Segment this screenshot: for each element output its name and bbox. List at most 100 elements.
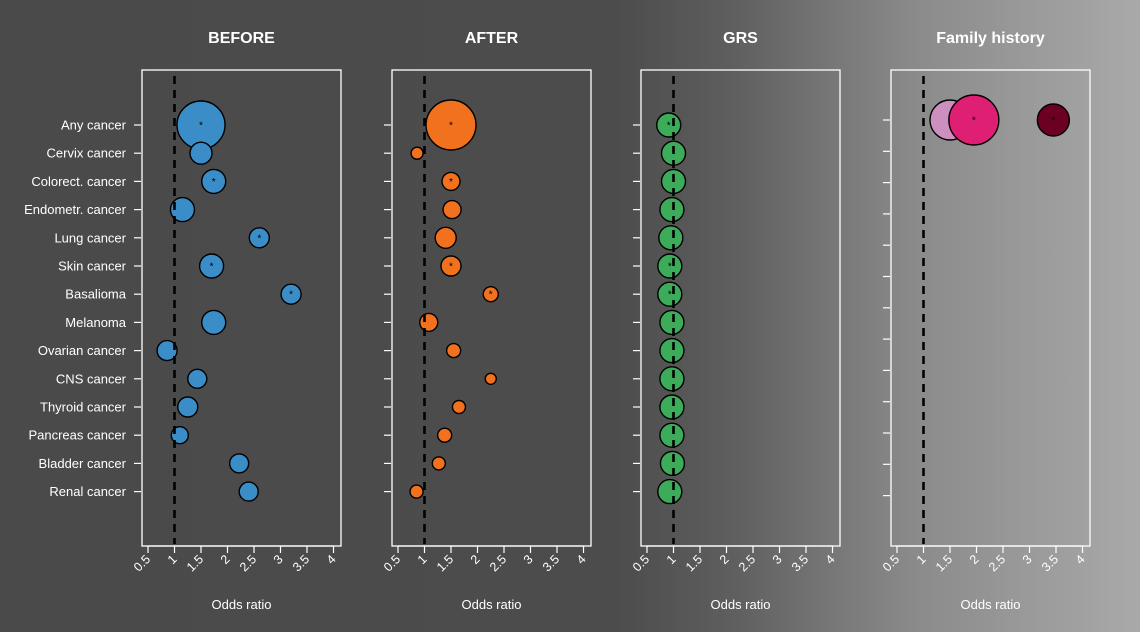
bubble-any-cancer xyxy=(425,99,477,151)
bubble-cns-cancer xyxy=(484,372,497,385)
x-tick-label: 1 xyxy=(914,552,929,567)
bubble-endometr-cancer xyxy=(169,196,196,223)
bubble-melanoma xyxy=(659,309,685,336)
x-tick-label: 1 xyxy=(664,552,679,567)
x-tick-label: 1.5 xyxy=(683,552,705,574)
significance-star: * xyxy=(668,290,672,301)
category-label: Melanoma xyxy=(65,315,126,330)
bubble-lung-cancer xyxy=(658,225,684,251)
panel-family-history: Family history 0.5 1 1.5 2 2.5 3 3.5 4 Odds ratio… xyxy=(880,30,1091,612)
x-tick-label: 3 xyxy=(271,552,286,567)
category-label: Pancreas cancer xyxy=(28,428,126,443)
category-label: CNS cancer xyxy=(56,371,127,386)
x-tick-label: 0.5 xyxy=(630,552,652,574)
bubble-ovarian-cancer xyxy=(659,337,685,364)
plot-frame xyxy=(890,69,1091,547)
bubble-ovarian-cancer xyxy=(156,339,178,362)
x-tick-label: 0.5 xyxy=(131,552,153,574)
significance-star: * xyxy=(289,290,293,301)
bubble-lung-cancer xyxy=(248,227,270,249)
x-tick-label: 4 xyxy=(1073,552,1088,567)
bubble-pancreas-cancer xyxy=(436,427,453,443)
bubble-cns-cancer xyxy=(187,368,208,389)
x-axis-label: Odds ratio xyxy=(961,597,1021,612)
bubble-skin-cancer xyxy=(657,253,683,279)
plot-frame xyxy=(141,69,342,547)
x-tick-label: 2 xyxy=(717,552,732,567)
x-tick-label: 1.5 xyxy=(933,552,955,574)
category-label: Colorect. cancer xyxy=(31,174,126,189)
category-label: Thyroid cancer xyxy=(40,400,127,415)
x-tick-label: 3.5 xyxy=(789,552,811,574)
x-tick-label: 3 xyxy=(1020,552,1035,567)
x-tick-label: 1 xyxy=(165,552,180,567)
bubble-thyroid-cancer xyxy=(177,396,199,418)
x-tick-label: 2 xyxy=(218,552,233,567)
bubble-skin-cancer xyxy=(440,255,462,277)
x-tick-label: 1.5 xyxy=(434,552,456,574)
panel-title: BEFORE xyxy=(208,30,275,47)
bubble-any-cancer xyxy=(1036,103,1071,137)
bubble-bladder-cancer xyxy=(228,453,250,474)
bubble-renal-cancer xyxy=(409,484,424,499)
bubble-any-cancer xyxy=(948,94,1000,146)
x-tick-label: 3.5 xyxy=(540,552,562,574)
panel-after: AFTER 0.5 1 1.5 2 2.5 3 3.5 4 Odds ratio * * * * xyxy=(381,30,592,612)
x-tick-label: 4 xyxy=(574,552,589,567)
bubble-basalioma xyxy=(657,281,683,307)
significance-star: * xyxy=(257,233,261,244)
category-label: Lung cancer xyxy=(54,230,126,245)
x-tick-label: 4 xyxy=(823,552,838,567)
significance-star: * xyxy=(667,121,671,132)
significance-star: * xyxy=(1051,116,1055,127)
panel-title: AFTER xyxy=(465,30,519,47)
x-tick-label: 4 xyxy=(324,552,339,567)
bubble-bladder-cancer xyxy=(431,456,447,471)
bubble-endometr-cancer xyxy=(659,196,685,223)
significance-star: * xyxy=(449,177,453,188)
x-tick-label: 2 xyxy=(468,552,483,567)
category-label: Cervix cancer xyxy=(47,146,127,161)
category-label: Endometr. cancer xyxy=(24,202,127,217)
x-tick-label: 2 xyxy=(967,552,982,567)
bubble-colorect-cancer xyxy=(201,168,227,195)
x-tick-label: 3 xyxy=(521,552,536,567)
x-tick-label: 2.5 xyxy=(736,552,758,574)
bubble-ovarian-cancer xyxy=(445,342,462,359)
x-tick-label: 2.5 xyxy=(237,552,259,574)
bubble-thyroid-cancer xyxy=(659,394,685,420)
significance-star: * xyxy=(449,262,453,273)
bubble-lung-cancer xyxy=(434,226,457,250)
panel-title: Family history xyxy=(936,30,1045,47)
x-tick-label: 2.5 xyxy=(487,552,509,574)
x-axis-label: Odds ratio xyxy=(212,597,272,612)
panel-before: BEFORE Any cancer Cervix cancer Colorect. c… xyxy=(24,30,342,612)
x-tick-label: 3.5 xyxy=(290,552,312,574)
x-tick-label: 3 xyxy=(770,552,785,567)
category-label: Renal cancer xyxy=(49,484,126,499)
category-label: Any cancer xyxy=(61,118,127,133)
significance-star: * xyxy=(668,262,672,273)
x-tick-label: 0.5 xyxy=(381,552,403,574)
x-tick-label: 1.5 xyxy=(184,552,206,574)
bubble-skin-cancer xyxy=(198,253,225,279)
category-label: Skin cancer xyxy=(58,259,127,274)
panel-title: GRS xyxy=(723,30,758,47)
category-label: Bladder cancer xyxy=(39,456,127,471)
bubble-melanoma xyxy=(419,312,439,333)
bubble-renal-cancer xyxy=(657,478,683,505)
significance-star: * xyxy=(210,262,214,273)
bubble-colorect-cancer xyxy=(441,171,461,192)
bubble-basalioma xyxy=(280,283,302,305)
x-tick-label: 2.5 xyxy=(986,552,1008,574)
x-axis-label: Odds ratio xyxy=(711,597,771,612)
category-label: Ovarian cancer xyxy=(38,343,127,358)
category-label: Basalioma xyxy=(65,287,126,302)
significance-star: * xyxy=(489,290,493,301)
bubble-melanoma xyxy=(201,309,227,336)
panel-grs: GRS 0.5 1 1.5 2 2.5 3 3.5 4 Odds ratio * * * xyxy=(630,30,841,612)
bubble-pancreas-cancer xyxy=(659,422,685,448)
bubble-thyroid-cancer xyxy=(451,399,467,415)
x-tick-label: 1 xyxy=(415,552,430,567)
